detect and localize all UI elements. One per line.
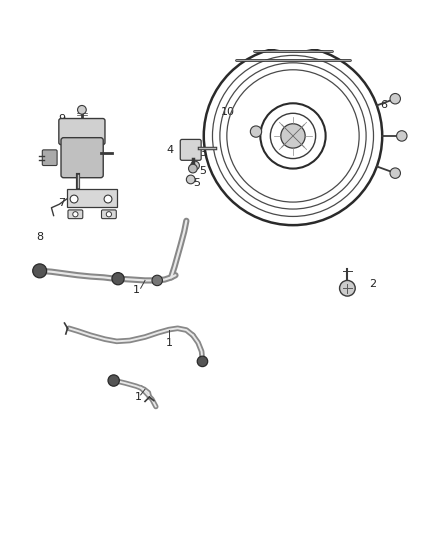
Circle shape <box>339 280 355 296</box>
Text: 3: 3 <box>199 148 206 158</box>
Circle shape <box>188 164 197 173</box>
Text: 5: 5 <box>199 166 206 176</box>
FancyBboxPatch shape <box>59 118 105 144</box>
FancyBboxPatch shape <box>61 138 103 177</box>
Circle shape <box>106 212 112 217</box>
Circle shape <box>281 124 305 148</box>
Text: 1: 1 <box>133 286 140 295</box>
Text: 5: 5 <box>193 178 200 188</box>
Text: 1: 1 <box>135 392 142 402</box>
Circle shape <box>108 375 119 386</box>
Circle shape <box>396 131 407 141</box>
Circle shape <box>186 175 195 184</box>
Circle shape <box>104 195 112 203</box>
Text: 7: 7 <box>58 198 65 208</box>
Circle shape <box>78 106 86 114</box>
Text: 9: 9 <box>58 114 65 124</box>
Text: 4: 4 <box>167 145 174 155</box>
FancyBboxPatch shape <box>68 210 83 219</box>
Circle shape <box>33 264 47 278</box>
Circle shape <box>251 126 261 137</box>
Text: 6: 6 <box>380 100 387 110</box>
FancyBboxPatch shape <box>67 189 117 207</box>
FancyBboxPatch shape <box>102 210 116 219</box>
Circle shape <box>197 356 208 367</box>
Text: 1: 1 <box>166 338 173 348</box>
Circle shape <box>112 272 124 285</box>
Circle shape <box>73 212 78 217</box>
Circle shape <box>390 93 400 104</box>
FancyBboxPatch shape <box>42 150 57 166</box>
Circle shape <box>152 275 162 286</box>
Text: 8: 8 <box>36 232 43 242</box>
Circle shape <box>390 168 400 179</box>
Text: 2: 2 <box>369 279 376 289</box>
FancyBboxPatch shape <box>180 140 201 160</box>
Text: 10: 10 <box>221 107 235 117</box>
Circle shape <box>70 195 78 203</box>
Circle shape <box>191 161 199 170</box>
